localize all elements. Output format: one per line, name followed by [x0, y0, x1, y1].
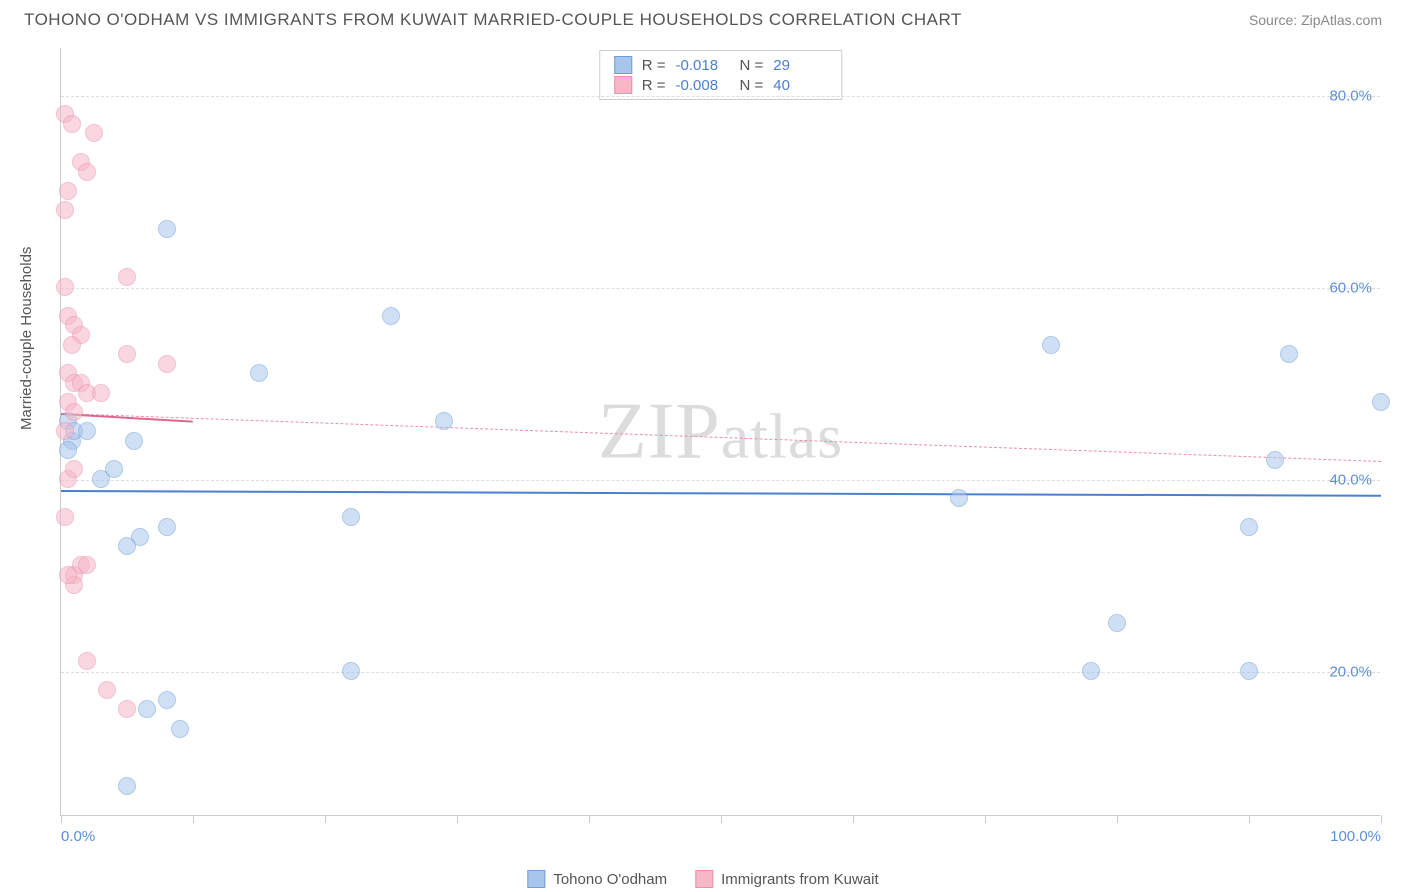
r-value: -0.008 [676, 77, 730, 94]
data-point [1372, 393, 1390, 411]
source-name: ZipAtlas.com [1301, 12, 1382, 28]
data-point [382, 307, 400, 325]
x-tick [589, 815, 590, 823]
gridline [61, 672, 1380, 673]
gridline [61, 96, 1380, 97]
gridline [61, 480, 1380, 481]
legend-item: Tohono O'odham [527, 870, 667, 888]
x-tick [853, 815, 854, 823]
data-point [118, 700, 136, 718]
n-value: 29 [773, 57, 827, 74]
data-point [65, 460, 83, 478]
x-tick [457, 815, 458, 823]
x-tick [61, 815, 62, 823]
data-point [59, 182, 77, 200]
x-tick [193, 815, 194, 823]
x-tick [985, 815, 986, 823]
scatter-chart: ZIPatlas R = -0.018 N = 29 R = -0.008 N = 40 20… [60, 48, 1380, 816]
data-point [85, 124, 103, 142]
data-point [63, 115, 81, 133]
data-point [63, 336, 81, 354]
data-point [56, 508, 74, 526]
trend-line [61, 490, 1381, 497]
y-axis-label: Married-couple Households [18, 247, 35, 430]
y-tick-label: 60.0% [1329, 280, 1372, 297]
x-tick [1117, 815, 1118, 823]
data-point [1240, 662, 1258, 680]
n-label: N = [740, 77, 764, 94]
chart-legend: Tohono O'odham Immigrants from Kuwait [527, 870, 878, 888]
data-point [1082, 662, 1100, 680]
data-point [56, 278, 74, 296]
data-point [1042, 336, 1060, 354]
n-value: 40 [773, 77, 827, 94]
legend-label: Immigrants from Kuwait [721, 871, 879, 888]
trend-line [61, 413, 1381, 462]
gridline [61, 288, 1380, 289]
data-point [118, 268, 136, 286]
data-point [158, 355, 176, 373]
y-tick-label: 40.0% [1329, 472, 1372, 489]
x-tick [721, 815, 722, 823]
x-tick [325, 815, 326, 823]
data-point [158, 691, 176, 709]
legend-item: Immigrants from Kuwait [695, 870, 879, 888]
n-label: N = [740, 57, 764, 74]
legend-label: Tohono O'odham [553, 871, 667, 888]
x-tick [1249, 815, 1250, 823]
data-point [1280, 345, 1298, 363]
data-point [56, 201, 74, 219]
data-point [78, 422, 96, 440]
data-point [78, 556, 96, 574]
legend-swatch [527, 870, 545, 888]
correlation-stats-box: R = -0.018 N = 29 R = -0.008 N = 40 [599, 50, 843, 100]
x-tick-label: 0.0% [61, 828, 95, 845]
data-point [92, 470, 110, 488]
r-label: R = [642, 77, 666, 94]
data-point [118, 537, 136, 555]
stats-row: R = -0.018 N = 29 [614, 55, 828, 75]
data-point [78, 163, 96, 181]
data-point [158, 518, 176, 536]
y-tick-label: 20.0% [1329, 664, 1372, 681]
data-point [59, 566, 77, 584]
data-point [342, 508, 360, 526]
data-point [78, 652, 96, 670]
data-point [171, 720, 189, 738]
r-value: -0.018 [676, 57, 730, 74]
data-point [950, 489, 968, 507]
r-label: R = [642, 57, 666, 74]
data-point [56, 422, 74, 440]
data-point [250, 364, 268, 382]
chart-title: TOHONO O'ODHAM VS IMMIGRANTS FROM KUWAIT… [24, 10, 962, 30]
data-point [138, 700, 156, 718]
y-tick-label: 80.0% [1329, 88, 1372, 105]
data-point [342, 662, 360, 680]
stats-row: R = -0.008 N = 40 [614, 75, 828, 95]
data-point [118, 777, 136, 795]
data-point [98, 681, 116, 699]
data-point [1266, 451, 1284, 469]
data-point [1240, 518, 1258, 536]
x-tick [1381, 815, 1382, 823]
source-label: Source: [1249, 12, 1297, 28]
data-point [92, 384, 110, 402]
series-swatch [614, 76, 632, 94]
data-point [435, 412, 453, 430]
legend-swatch [695, 870, 713, 888]
watermark: ZIPatlas [598, 386, 843, 477]
data-point [59, 441, 77, 459]
source-attribution: Source: ZipAtlas.com [1249, 12, 1382, 28]
data-point [118, 345, 136, 363]
data-point [65, 403, 83, 421]
x-tick-label: 100.0% [1330, 828, 1381, 845]
data-point [125, 432, 143, 450]
data-point [158, 220, 176, 238]
data-point [1108, 614, 1126, 632]
series-swatch [614, 56, 632, 74]
